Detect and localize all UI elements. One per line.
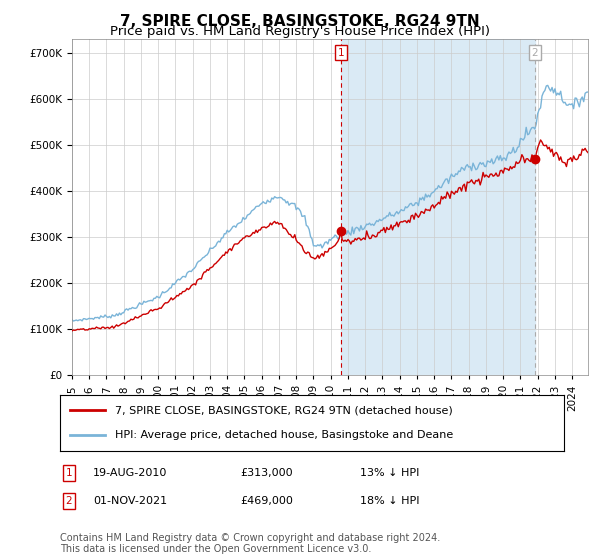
Text: 1: 1 <box>337 48 344 58</box>
Text: 7, SPIRE CLOSE, BASINGSTOKE, RG24 9TN (detached house): 7, SPIRE CLOSE, BASINGSTOKE, RG24 9TN (d… <box>115 405 453 416</box>
Text: 2: 2 <box>65 496 73 506</box>
Text: Price paid vs. HM Land Registry's House Price Index (HPI): Price paid vs. HM Land Registry's House … <box>110 25 490 38</box>
Text: £469,000: £469,000 <box>240 496 293 506</box>
Text: 18% ↓ HPI: 18% ↓ HPI <box>360 496 419 506</box>
Text: HPI: Average price, detached house, Basingstoke and Deane: HPI: Average price, detached house, Basi… <box>115 430 454 440</box>
Bar <box>341 39 535 375</box>
Text: £313,000: £313,000 <box>240 468 293 478</box>
Text: 7, SPIRE CLOSE, BASINGSTOKE, RG24 9TN: 7, SPIRE CLOSE, BASINGSTOKE, RG24 9TN <box>120 14 480 29</box>
Text: 19-AUG-2010: 19-AUG-2010 <box>93 468 167 478</box>
Text: 2: 2 <box>532 48 538 58</box>
Text: 13% ↓ HPI: 13% ↓ HPI <box>360 468 419 478</box>
Text: 01-NOV-2021: 01-NOV-2021 <box>93 496 167 506</box>
Text: Contains HM Land Registry data © Crown copyright and database right 2024.
This d: Contains HM Land Registry data © Crown c… <box>60 533 440 554</box>
Text: 1: 1 <box>65 468 73 478</box>
